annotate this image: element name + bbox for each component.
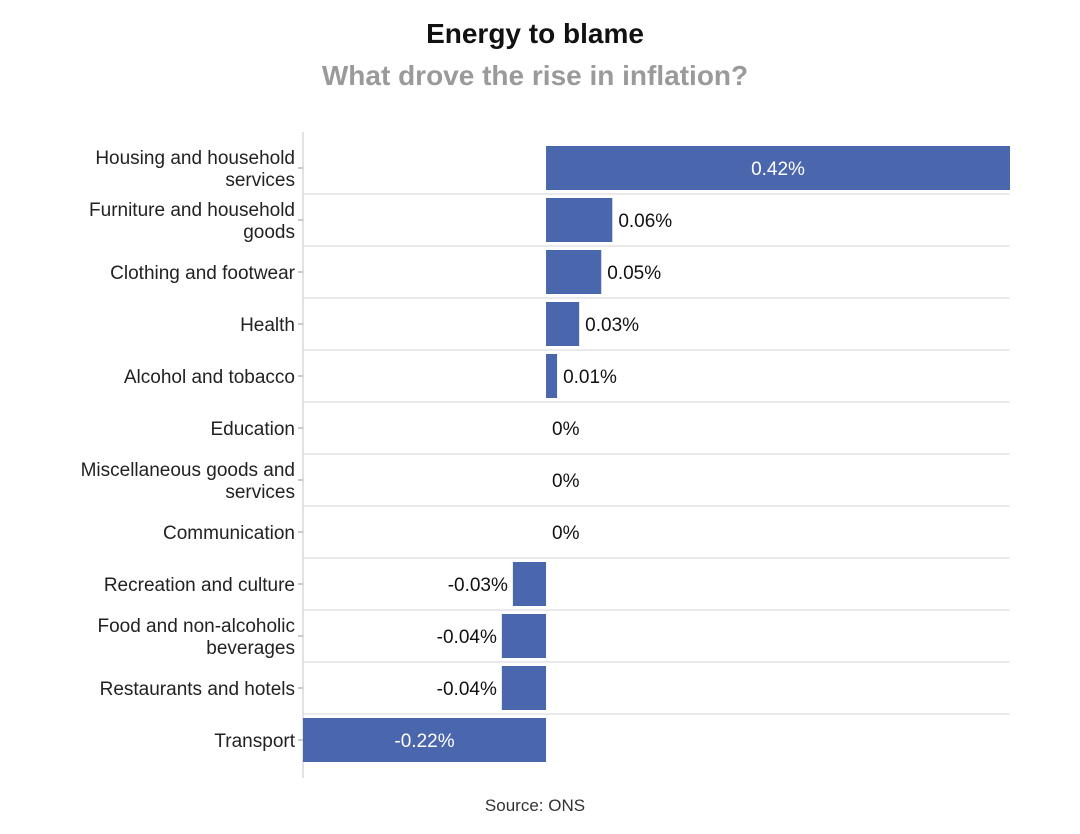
bar — [501, 666, 547, 710]
bar — [546, 250, 602, 294]
data-label: 0.01% — [563, 367, 617, 388]
data-label: 0.42% — [751, 159, 805, 180]
category-label: Furniture and household goods — [89, 200, 295, 243]
data-label: 0% — [552, 523, 580, 544]
category-label: Health — [240, 315, 295, 336]
category-label: Communication — [163, 523, 295, 544]
data-label: 0.03% — [585, 315, 639, 336]
data-label: 0.06% — [618, 211, 672, 232]
data-label: -0.22% — [394, 731, 454, 752]
category-label: Clothing and footwear — [110, 263, 296, 284]
category-label: Transport — [214, 731, 295, 752]
chart-title: Energy to blame — [426, 18, 644, 49]
category-label: Housing and household services — [95, 148, 295, 191]
bar — [546, 354, 558, 398]
data-label: -0.03% — [448, 575, 508, 596]
bar — [546, 198, 613, 242]
bar — [512, 562, 547, 606]
data-label: -0.04% — [437, 679, 497, 700]
category-label: Restaurants and hotels — [100, 679, 295, 700]
data-label: 0.05% — [607, 263, 661, 284]
bar — [501, 614, 547, 658]
category-label: Recreation and culture — [104, 575, 295, 596]
chart-subtitle: What drove the rise in inflation? — [321, 60, 749, 91]
bar — [546, 146, 1010, 190]
category-label: Alcohol and tobacco — [124, 367, 295, 388]
category-label: Miscellaneous goods and services — [81, 460, 295, 503]
source-note: Source: ONS — [484, 796, 586, 815]
data-label: 0% — [552, 419, 580, 440]
data-label: 0% — [552, 471, 580, 492]
data-label: -0.04% — [437, 627, 497, 648]
category-label: Education — [210, 419, 295, 440]
bar — [303, 718, 547, 762]
bar — [546, 302, 580, 346]
category-label: Food and non-alcoholic beverages — [97, 616, 295, 659]
